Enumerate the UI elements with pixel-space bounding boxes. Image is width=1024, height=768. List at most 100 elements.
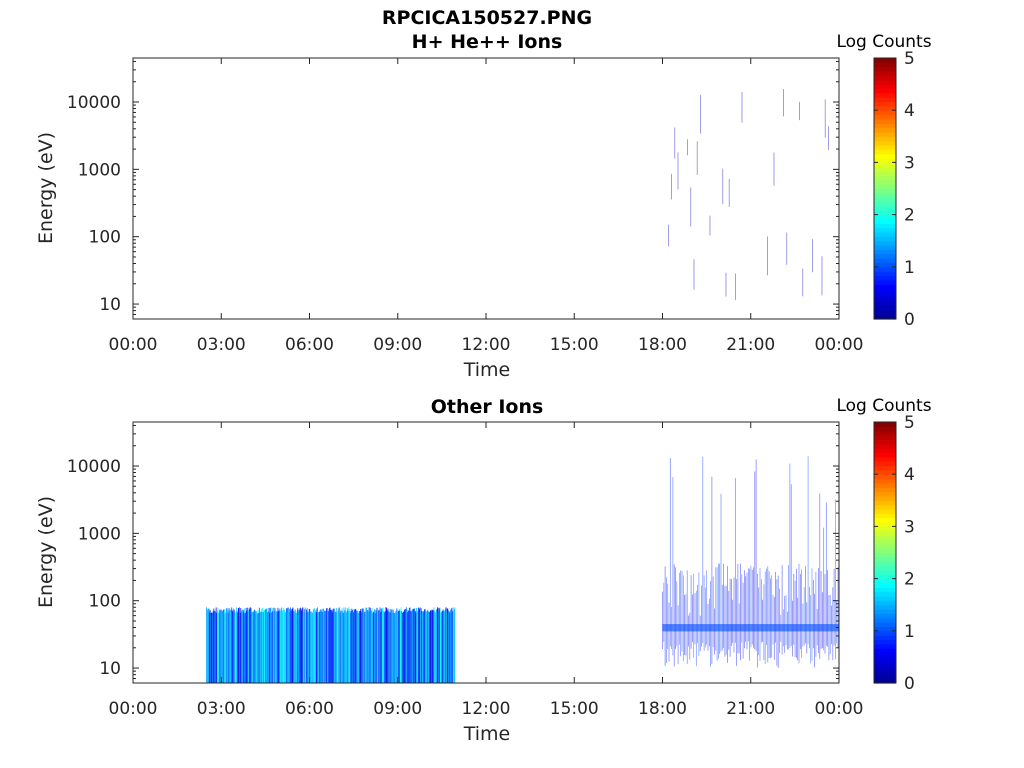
x-tick-label: 00:00 <box>815 699 864 719</box>
colorbar-segment <box>874 262 896 268</box>
colorbar-segment <box>874 305 896 311</box>
colorbar-segment <box>874 574 896 580</box>
y-tick-label: 10000 <box>67 457 121 477</box>
x-axis-label: Time <box>463 723 511 745</box>
colorbar-segment <box>874 114 896 120</box>
colorbar-segment <box>874 487 896 493</box>
colorbar-segment <box>874 461 896 467</box>
colorbar-segment <box>874 600 896 606</box>
colorbar-segment <box>874 669 896 675</box>
colorbar-segment <box>874 62 896 68</box>
colorbar-segment <box>874 656 896 662</box>
x-tick-label: 12:00 <box>462 335 511 355</box>
y-tick-label: 100 <box>89 592 121 612</box>
colorbar-segment <box>874 674 896 680</box>
colorbar-segment <box>874 97 896 103</box>
colorbar-segment <box>874 266 896 272</box>
colorbar-segment <box>874 145 896 150</box>
colorbar-segment <box>874 218 896 224</box>
colorbar-segment <box>874 474 896 480</box>
colorbar-segment <box>874 678 896 684</box>
colorbar-segment <box>874 652 896 658</box>
colorbar-segment <box>874 292 896 298</box>
x-tick-label: 09:00 <box>373 699 422 719</box>
energy-band <box>662 624 839 632</box>
panel-title: Other Ions <box>431 396 544 418</box>
y-tick-label: 10 <box>99 295 121 315</box>
y-tick-label: 10000 <box>67 93 121 113</box>
colorbar-segment <box>874 227 896 233</box>
colorbar-segment <box>874 509 896 514</box>
colorbar-segment <box>874 240 896 246</box>
y-tick-label: 1000 <box>78 160 121 180</box>
y-axis-label: Energy (eV) <box>35 496 57 608</box>
colorbar-segment <box>874 271 896 277</box>
colorbar-segment <box>874 504 896 510</box>
colorbar-frame <box>873 421 897 684</box>
y-axis-label: Energy (eV) <box>35 132 57 244</box>
colorbar-tick-label: 5 <box>904 49 915 69</box>
colorbar-segment <box>874 482 896 488</box>
x-tick-label: 00:00 <box>109 335 158 355</box>
colorbar-segment <box>874 118 896 124</box>
colorbar-segment <box>874 556 896 562</box>
colorbar-segment <box>874 162 896 168</box>
figure-title: RPCICA150527.PNG <box>382 7 592 29</box>
panel-other-ions: Other Ions Time Energy (eV) Log Counts 0… <box>35 396 932 745</box>
colorbar-segment <box>874 648 896 654</box>
colorbar-segment <box>874 249 896 255</box>
colorbar-segment <box>874 526 896 532</box>
x-tick-label: 00:00 <box>815 335 864 355</box>
x-tick-label: 09:00 <box>373 335 422 355</box>
colorbar-segment <box>874 92 896 98</box>
colorbar-segment <box>874 79 896 85</box>
colorbar-segment <box>874 158 896 163</box>
colorbar-segment <box>874 140 896 146</box>
colorbar-segment <box>874 205 896 211</box>
colorbar-tick-label: 4 <box>904 101 915 121</box>
plot-frame <box>132 57 840 320</box>
colorbar-segment <box>874 587 896 593</box>
colorbar-segment <box>874 495 896 501</box>
colorbar-segment <box>874 539 896 545</box>
colorbar-segment <box>874 561 896 567</box>
colorbar-segment <box>874 214 896 220</box>
colorbar-segment <box>874 548 896 554</box>
colorbar-segment <box>874 552 896 558</box>
colorbar-segment <box>874 491 896 497</box>
colorbar-tick-label: 3 <box>904 517 915 537</box>
colorbar-segment <box>874 639 896 645</box>
colorbar-segment <box>874 171 896 177</box>
colorbar-segment <box>874 643 896 649</box>
colorbar-segment <box>874 565 896 571</box>
colorbar-segment <box>874 569 896 575</box>
colorbar-segment <box>874 179 896 185</box>
colorbar-label: Log Counts <box>836 396 931 416</box>
colorbar-segment <box>874 314 896 320</box>
colorbar-segment <box>874 297 896 303</box>
colorbar-segment <box>874 452 896 458</box>
colorbar-segment <box>874 184 896 190</box>
colorbar-segment <box>874 232 896 237</box>
colorbar-segment <box>874 582 896 588</box>
colorbar-segment <box>874 513 896 519</box>
x-tick-label: 00:00 <box>109 699 158 719</box>
colorbar-segment <box>874 253 896 259</box>
x-tick-label: 15:00 <box>550 335 599 355</box>
colorbar-segment <box>874 210 896 216</box>
colorbar-segment <box>874 136 896 142</box>
colorbar-segment <box>874 435 896 440</box>
colorbar-segment <box>874 543 896 549</box>
colorbar-frame <box>873 57 897 320</box>
x-tick-label: 21:00 <box>726 335 775 355</box>
colorbar-tick-label: 4 <box>904 465 915 485</box>
colorbar-segment <box>874 110 896 116</box>
colorbar-segment <box>874 275 896 281</box>
colorbar-segment <box>874 622 896 628</box>
colorbar-segment <box>874 105 896 111</box>
x-tick-label: 12:00 <box>462 699 511 719</box>
colorbar-segment <box>874 665 896 671</box>
colorbar-segment <box>874 596 896 601</box>
colorbar-tick-label: 0 <box>904 674 915 694</box>
